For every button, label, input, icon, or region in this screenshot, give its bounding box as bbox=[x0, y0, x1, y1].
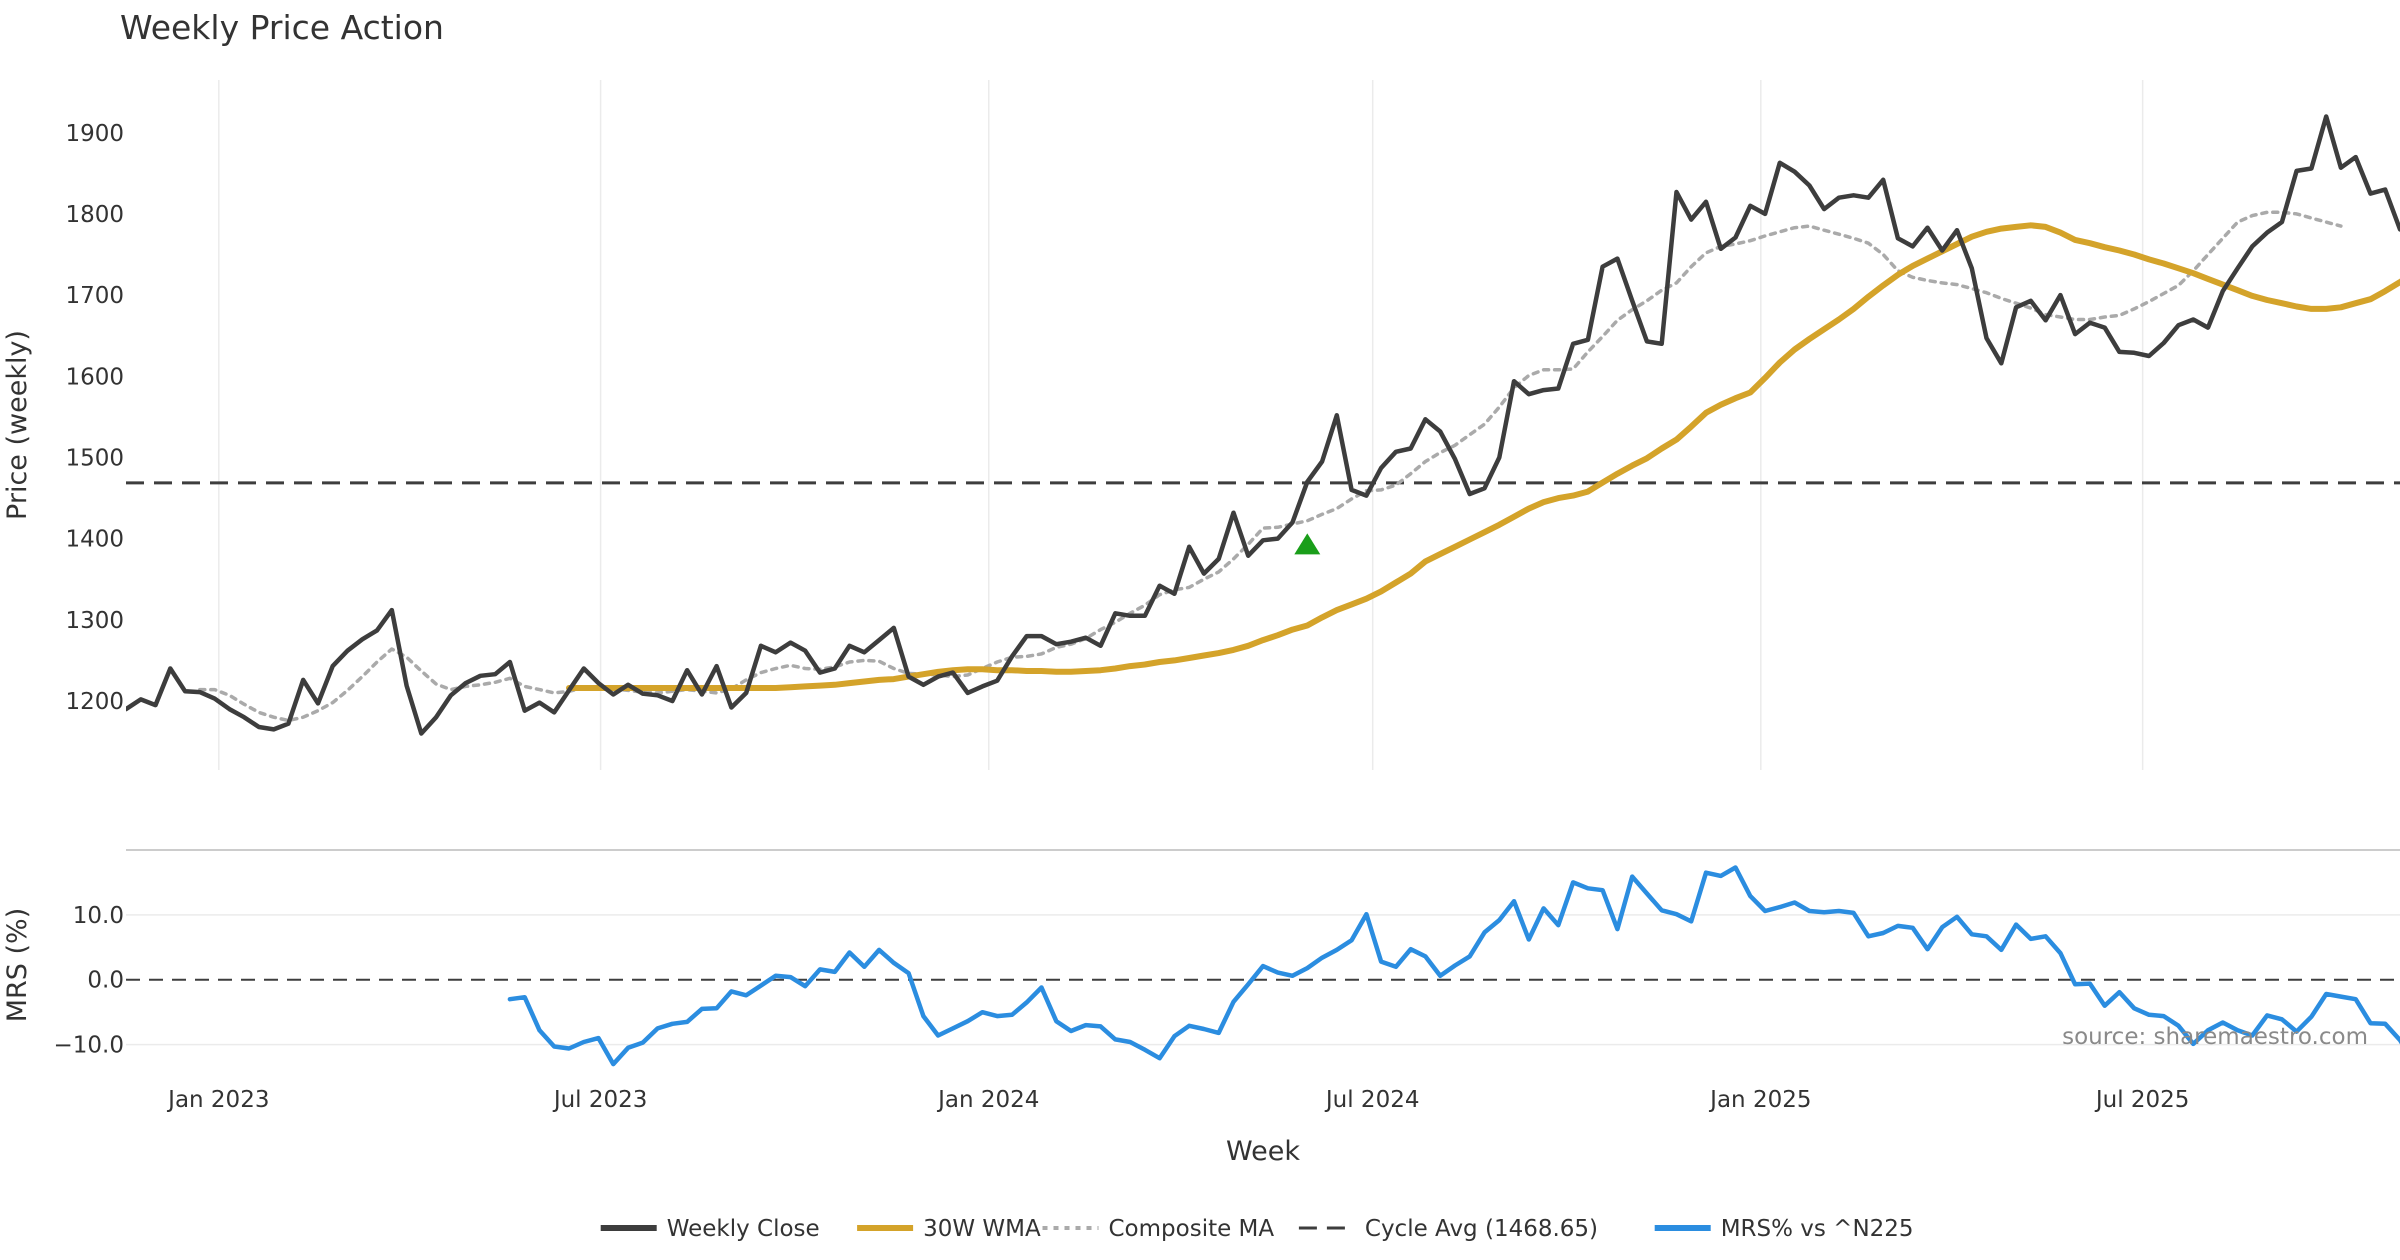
marker-layer bbox=[1294, 533, 1321, 555]
x-tick-label: Jan 2025 bbox=[1708, 1087, 1811, 1113]
price-y-tick-label: 1600 bbox=[65, 364, 124, 390]
price-y-tick-label: 1200 bbox=[65, 689, 124, 715]
legend-label: Weekly Close bbox=[667, 1216, 820, 1242]
price-y-tick-label: 1800 bbox=[65, 202, 124, 228]
mrs-y-tick-label: 0.0 bbox=[87, 968, 124, 994]
price-y-tick-label: 1300 bbox=[65, 608, 124, 634]
signal-marker bbox=[1294, 533, 1321, 555]
x-tick-label: Jan 2023 bbox=[166, 1087, 269, 1113]
weekly-close-line bbox=[126, 114, 2400, 736]
legend-item: MRS% vs ^N225 bbox=[1654, 1216, 1914, 1242]
price-y-tick-label: 1700 bbox=[65, 283, 124, 309]
x-tick-label: Jul 2025 bbox=[2094, 1087, 2190, 1113]
legend-item: Weekly Close bbox=[600, 1216, 820, 1242]
reference-lines bbox=[126, 481, 2400, 981]
chart-title: Weekly Price Action bbox=[120, 8, 444, 47]
x-axis-label: Week bbox=[1226, 1136, 1300, 1167]
price-y-tick-label: 1400 bbox=[65, 527, 124, 553]
legend-item: Cycle Avg (1468.65) bbox=[1298, 1216, 1598, 1242]
mrs-y-tick-label: −10.0 bbox=[54, 1033, 124, 1059]
price-y-tick-label: 1500 bbox=[65, 445, 124, 471]
legend-item: Composite MA bbox=[1042, 1216, 1275, 1242]
legend-label: Composite MA bbox=[1109, 1216, 1275, 1242]
source-credit: source: sharemaestro.com bbox=[2062, 1024, 2368, 1050]
price-panel bbox=[126, 114, 2400, 736]
legend-label: 30W WMA bbox=[923, 1216, 1041, 1242]
legend-label: MRS% vs ^N225 bbox=[1721, 1216, 1914, 1242]
grid-layer bbox=[126, 80, 2400, 1046]
mrs-panel bbox=[507, 865, 2400, 1067]
mrs-y-axis-label: MRS (%) bbox=[2, 908, 33, 1023]
composite-ma-line bbox=[198, 210, 2343, 723]
legend-item: 30W WMA bbox=[857, 1216, 1041, 1242]
price-y-tick-label: 1900 bbox=[65, 121, 124, 147]
wma-30w-line bbox=[566, 222, 2400, 691]
x-tick-label: Jul 2023 bbox=[552, 1087, 648, 1113]
axis-layer: Jan 2023 Jul 2023 Jan 2024 Jul 2024 Jan 2025… bbox=[54, 121, 2190, 1113]
x-tick-label: Jul 2024 bbox=[1324, 1087, 1420, 1113]
legend: Weekly Close 30W WMA Composite MA Cycle Avg… bbox=[600, 1216, 1914, 1242]
price-y-axis-label: Price (weekly) bbox=[2, 330, 33, 520]
mrs-y-tick-label: 10.0 bbox=[73, 903, 124, 929]
mrs-line bbox=[507, 865, 2400, 1067]
x-tick-label: Jan 2024 bbox=[936, 1087, 1039, 1113]
legend-label: Cycle Avg (1468.65) bbox=[1365, 1216, 1598, 1242]
